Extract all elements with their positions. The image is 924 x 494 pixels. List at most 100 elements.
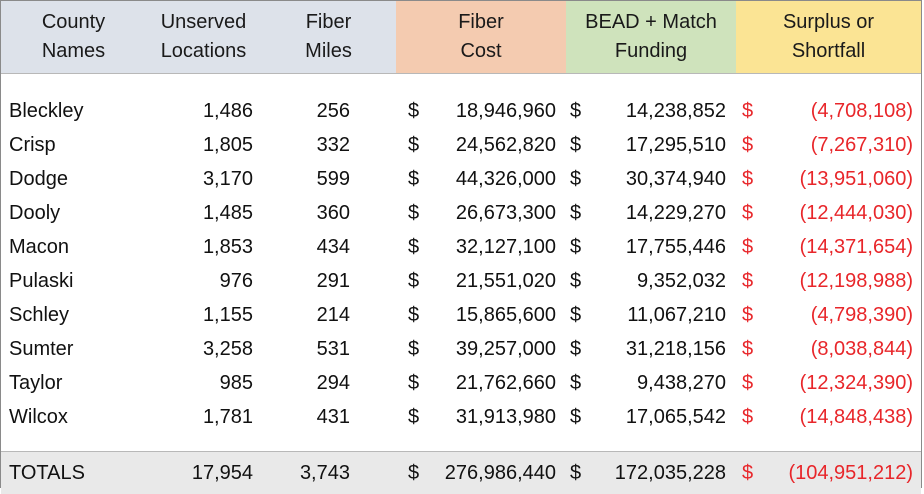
currency-sign: $ (566, 332, 594, 366)
totals-bead-funding: 172,035,228 (594, 452, 736, 494)
currency-sign: $ (396, 196, 432, 230)
county-name: Dooly (1, 196, 146, 230)
totals-miles: 3,743 (261, 452, 396, 494)
totals-row: TOTALS 17,954 3,743 $ 276,986,440 $ 172,… (1, 452, 921, 494)
currency-sign: $ (736, 400, 766, 434)
surplus-shortfall: (12,444,030) (766, 196, 921, 230)
county-name: Sumter (1, 332, 146, 366)
header-line: Miles (261, 37, 396, 66)
currency-sign: $ (736, 128, 766, 162)
unserved-locations: 1,485 (146, 196, 261, 230)
county-name: Dodge (1, 162, 146, 196)
bead-funding: 31,218,156 (594, 332, 736, 366)
fiber-cost: 21,762,660 (432, 366, 566, 400)
fiber-cost: 26,673,300 (432, 196, 566, 230)
currency-sign: $ (396, 400, 432, 434)
header-line: Locations (146, 37, 261, 66)
currency-sign: $ (566, 230, 594, 264)
currency-sign: $ (736, 94, 766, 128)
unserved-locations: 3,258 (146, 332, 261, 366)
fiber-miles: 431 (261, 400, 396, 434)
surplus-shortfall: (14,848,438) (766, 400, 921, 434)
currency-sign: $ (396, 298, 432, 332)
currency-sign: $ (736, 332, 766, 366)
header-unserved-locations: Unserved Locations (146, 1, 261, 74)
currency-sign: $ (396, 452, 432, 494)
currency-sign: $ (396, 162, 432, 196)
bead-funding: 17,755,446 (594, 230, 736, 264)
fiber-miles: 599 (261, 162, 396, 196)
county-name: Wilcox (1, 400, 146, 434)
surplus-shortfall: (12,198,988) (766, 264, 921, 298)
spacer-row (1, 434, 921, 452)
fiber-cost: 18,946,960 (432, 94, 566, 128)
totals-fiber-cost: 276,986,440 (432, 452, 566, 494)
currency-sign: $ (566, 452, 594, 494)
currency-sign: $ (736, 264, 766, 298)
currency-sign: $ (566, 366, 594, 400)
surplus-shortfall: (14,371,654) (766, 230, 921, 264)
fiber-cost: 32,127,100 (432, 230, 566, 264)
county-name: Macon (1, 230, 146, 264)
header-surplus-or-shortfall: Surplus or Shortfall (736, 1, 921, 74)
bead-funding: 30,374,940 (594, 162, 736, 196)
fiber-cost: 24,562,820 (432, 128, 566, 162)
unserved-locations: 1,155 (146, 298, 261, 332)
currency-sign: $ (566, 94, 594, 128)
unserved-locations: 1,853 (146, 230, 261, 264)
fiber-miles: 256 (261, 94, 396, 128)
unserved-locations: 976 (146, 264, 261, 298)
currency-sign: $ (566, 264, 594, 298)
bead-funding: 17,295,510 (594, 128, 736, 162)
bead-funding: 9,352,032 (594, 264, 736, 298)
bead-funding: 17,065,542 (594, 400, 736, 434)
currency-sign: $ (566, 196, 594, 230)
currency-sign: $ (396, 332, 432, 366)
fiber-miles: 294 (261, 366, 396, 400)
currency-sign: $ (396, 230, 432, 264)
surplus-shortfall: (4,708,108) (766, 94, 921, 128)
header-line: BEAD + Match (566, 8, 736, 37)
totals-unserved: 17,954 (146, 452, 261, 494)
unserved-locations: 1,486 (146, 94, 261, 128)
surplus-shortfall: (7,267,310) (766, 128, 921, 162)
county-name: Bleckley (1, 94, 146, 128)
header-line: Surplus or (736, 8, 921, 37)
county-name: Crisp (1, 128, 146, 162)
currency-sign: $ (736, 230, 766, 264)
header-row: County Names Unserved Locations Fiber Mi… (1, 1, 921, 74)
spacer-row (1, 74, 921, 95)
header-fiber-miles: Fiber Miles (261, 1, 396, 74)
currency-sign: $ (566, 128, 594, 162)
unserved-locations: 1,805 (146, 128, 261, 162)
currency-sign: $ (566, 162, 594, 196)
surplus-shortfall: (12,324,390) (766, 366, 921, 400)
unserved-locations: 1,781 (146, 400, 261, 434)
fiber-miles: 531 (261, 332, 396, 366)
county-name: Pulaski (1, 264, 146, 298)
county-name: Taylor (1, 366, 146, 400)
currency-sign: $ (736, 196, 766, 230)
bead-funding: 14,238,852 (594, 94, 736, 128)
unserved-locations: 985 (146, 366, 261, 400)
unserved-locations: 3,170 (146, 162, 261, 196)
bead-funding: 14,229,270 (594, 196, 736, 230)
currency-sign: $ (396, 128, 432, 162)
header-line: Funding (566, 37, 736, 66)
currency-sign: $ (736, 366, 766, 400)
header-line: County (1, 8, 146, 37)
county-name: Schley (1, 298, 146, 332)
fiber-cost: 39,257,000 (432, 332, 566, 366)
header-line: Fiber (396, 8, 566, 37)
totals-surplus-shortfall: (104,951,212) (766, 452, 921, 494)
currency-sign: $ (736, 162, 766, 196)
